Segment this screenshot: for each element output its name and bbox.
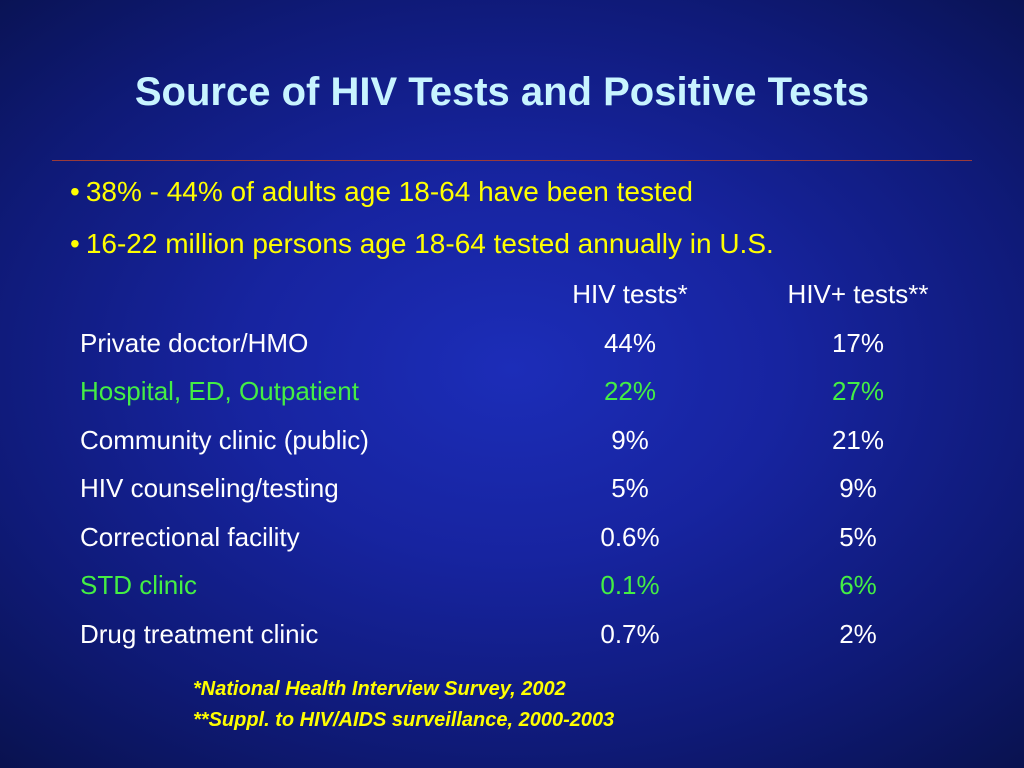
row-hiv-tests: 0.7% (600, 618, 660, 649)
row-hiv-tests: 9% (611, 424, 649, 455)
bullet-text: 38% - 44% of adults age 18-64 have been … (85, 176, 693, 207)
footnote-hiv-tests: *National Health Interview Survey, 2002 (193, 678, 566, 700)
row-hiv-positive-tests: 27% (831, 376, 885, 406)
row-label: Drug treatment clinic (80, 618, 319, 649)
row-label: Correctional facility (80, 521, 300, 552)
row-hiv-positive-tests: 17% (831, 327, 885, 358)
slide-title: Source of HIV Tests and Positive Tests (134, 70, 870, 114)
bullet-icon: • (70, 176, 80, 207)
header-hiv-tests: HIV tests* (572, 279, 688, 309)
bullet-list: • 38% - 44% of adults age 18-64 have been… (70, 166, 774, 270)
row-hiv-tests: 44% (603, 327, 657, 358)
row-hiv-positive-tests: 9% (839, 473, 877, 503)
bullet-item: • 16-22 million persons age 18-64 tested … (70, 218, 774, 270)
table-row: Hospital, ED, Outpatient 22% 27% (0, 369, 1024, 418)
row-hiv-positive-tests: 2% (839, 618, 877, 649)
row-hiv-tests: 5% (611, 473, 649, 503)
table-header-row: HIV tests* HIV+ tests** (0, 272, 1024, 321)
row-hiv-tests: 0.1% (600, 570, 660, 600)
test-source-table: HIV tests* HIV+ tests** Private doctor/H… (0, 272, 1024, 660)
bullet-icon: • (70, 228, 80, 259)
footnotes: *National Health Interview Survey, 2002 … (193, 674, 614, 736)
header-hiv-positive-tests: HIV+ tests** (787, 279, 929, 309)
table-row: Correctional facility 0.6% 5% (0, 515, 1024, 564)
row-label: STD clinic (80, 570, 198, 600)
row-hiv-positive-tests: 6% (839, 570, 877, 600)
row-label: Hospital, ED, Outpatient (80, 376, 359, 406)
row-hiv-tests: 22% (603, 376, 657, 406)
table-row: Drug treatment clinic 0.7% 2% (0, 612, 1024, 661)
bullet-text: 16-22 million persons age 18-64 tested a… (85, 228, 774, 259)
row-label: Private doctor/HMO (80, 327, 309, 358)
bullet-item: • 38% - 44% of adults age 18-64 have been… (70, 166, 774, 218)
row-hiv-positive-tests: 21% (831, 424, 885, 455)
row-hiv-tests: 0.6% (600, 521, 660, 552)
table-row: STD clinic 0.1% 6% (0, 563, 1024, 612)
footnote-hiv-positive-tests: **Suppl. to HIV/AIDS surveillance, 2000-… (193, 709, 615, 731)
row-hiv-positive-tests: 5% (839, 521, 877, 552)
row-label: Community clinic (public) (80, 424, 369, 455)
table-row: Private doctor/HMO 44% 17% (0, 321, 1024, 370)
row-label: HIV counseling/testing (80, 473, 339, 503)
table-row: Community clinic (public) 9% 21% (0, 418, 1024, 467)
table-row: HIV counseling/testing 5% 9% (0, 466, 1024, 515)
title-divider (52, 160, 972, 161)
